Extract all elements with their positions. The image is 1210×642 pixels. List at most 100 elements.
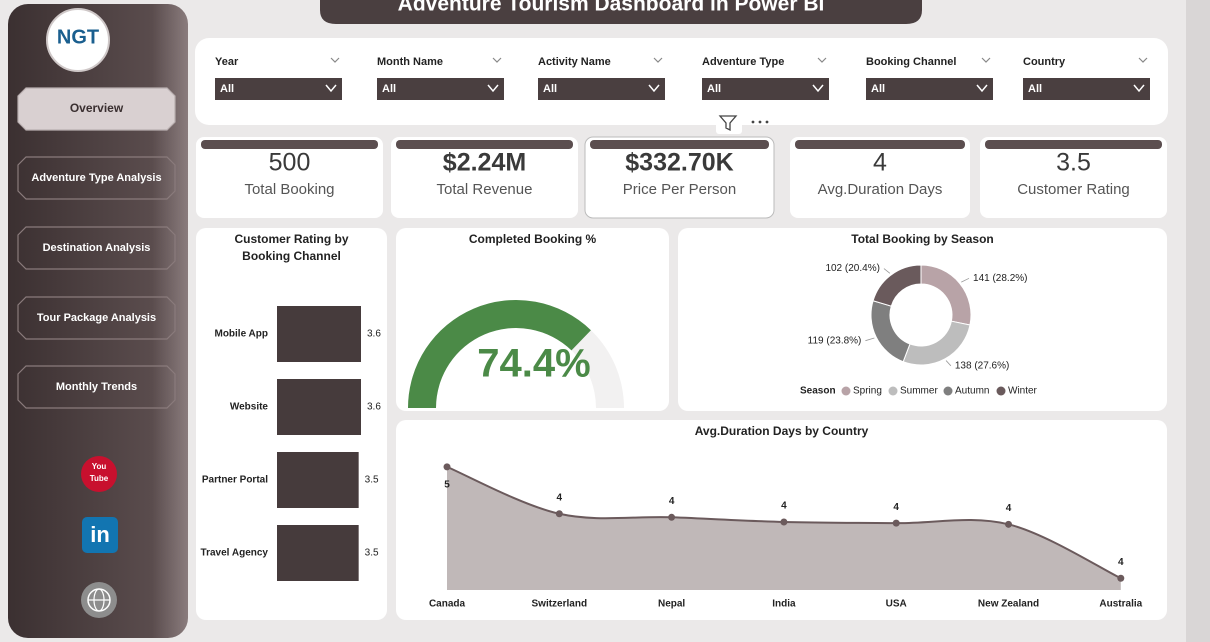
kpi-card [584,136,775,219]
category-label: Travel Agency [201,548,269,559]
legend-marker [996,386,1006,396]
leader-line [883,268,891,274]
x-tick-label: Australia [1099,599,1142,610]
category-label: Mobile App [214,329,268,340]
chevron [1133,84,1145,93]
point [892,519,900,527]
right-edge [1186,0,1210,642]
kpi-strip [396,140,573,149]
data-label: 3.6 [367,329,381,340]
web-icon[interactable] [81,582,117,618]
data-label: 4 [781,501,787,512]
sidebar [8,4,188,638]
dropdown-value: All [220,83,234,95]
data-label: 3.6 [367,402,381,413]
leader-line [961,277,970,283]
x-tick-label: India [772,599,796,610]
kpi-label: Price Per Person [623,181,736,198]
category-label: Partner Portal [202,475,268,486]
nav-label: Destination Analysis [43,242,151,254]
dropdown-value: All [1028,83,1042,95]
dropdown[interactable] [215,78,342,100]
chevron [648,84,660,93]
data-label: 141 (28.2%) [973,273,1027,284]
chevron [487,84,499,93]
legend-label: Autumn [955,386,989,397]
dropdown[interactable] [538,78,665,100]
area [447,466,1121,590]
chart-title: Avg.Duration Days by Country [695,424,869,438]
dashboard-title: Adventure Tourism Dashboard in Power BI [398,0,825,16]
chevron [330,57,340,63]
legend-label: Spring [853,386,882,397]
kpi-strip [985,140,1162,149]
dot [765,120,769,124]
dot [751,120,755,124]
nav-button[interactable] [17,365,176,409]
filter-icon-bg [716,110,742,134]
dropdown[interactable] [866,78,993,100]
kpi-label: Customer Rating [1017,181,1130,198]
dropdown[interactable] [1023,78,1150,100]
bar [277,306,361,362]
category-label: Website [230,402,269,413]
legend-title: Season [800,386,836,397]
kpi-label: Avg.Duration Days [818,181,943,198]
bar [277,452,359,508]
filter-panel [195,38,1168,125]
more-options[interactable] [751,120,769,124]
filter-label: Month Name [377,56,443,68]
chevron [1138,57,1148,63]
legend-marker [943,386,953,396]
x-tick-label: Switzerland [532,599,588,610]
bar [277,525,359,581]
kpi-label: Total Booking [244,181,334,198]
logo-circle [46,8,110,72]
youtube-text: You [92,462,107,471]
kpi-label: Total Revenue [437,181,533,198]
x-tick-label: Nepal [658,599,685,610]
kpi-card [391,137,578,218]
donut-slice [872,264,922,307]
legend-label: Summer [900,386,938,397]
data-label: 4 [1118,557,1124,568]
data-label: 138 (27.6%) [955,360,1009,371]
dropdown-value: All [707,83,721,95]
youtube-text: Tube [90,474,109,483]
logo-text: NGT [57,26,99,48]
data-label: 3.5 [365,548,379,559]
filter-label: Booking Channel [866,56,956,68]
nav-button[interactable] [17,226,176,270]
nav-button[interactable] [17,296,176,340]
filter-icon[interactable] [718,115,738,132]
chart-title: Customer Rating by Booking Channel [234,232,348,263]
chart-title: Completed Booking % [469,232,597,246]
youtube-icon[interactable] [81,456,117,492]
nav-button[interactable] [17,156,176,200]
kpi-card [196,137,383,218]
dropdown-value: All [871,83,885,95]
kpi-value: 500 [269,149,311,177]
data-label: 3.5 [365,475,379,486]
chevron [976,84,988,93]
dropdown[interactable] [702,78,829,100]
data-label: 4 [893,502,899,513]
panel [678,228,1167,411]
gauge-value: 74.4% [477,342,590,386]
legend-label: Winter [1008,386,1038,397]
point [555,510,563,518]
dropdown[interactable] [377,78,504,100]
dot [758,120,762,124]
legend-marker [841,386,851,396]
title-bar [320,0,922,24]
nav-button[interactable] [17,87,176,131]
linkedin-icon[interactable] [82,517,118,553]
kpi-card [980,137,1167,218]
leader-line [945,360,952,367]
kpi-card [790,137,970,218]
data-label: 4 [557,492,563,503]
chevron [325,84,337,93]
data-label: 5 [444,480,450,491]
